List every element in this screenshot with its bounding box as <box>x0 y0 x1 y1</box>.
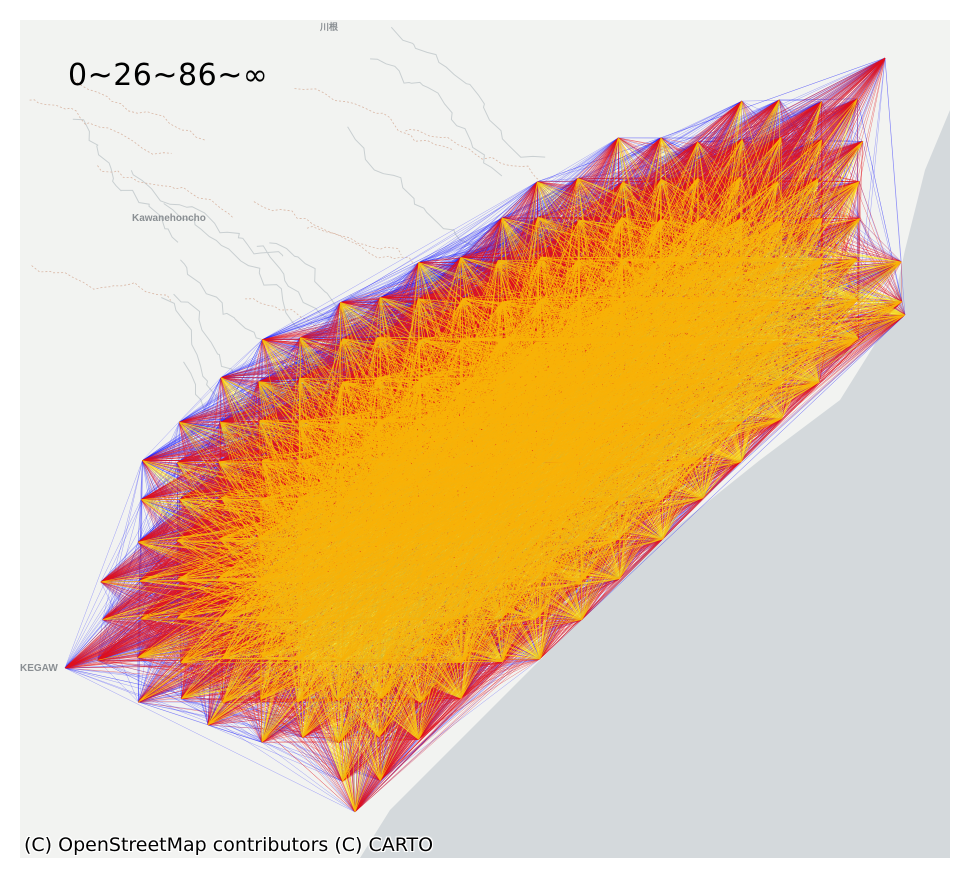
flow-lines-2 <box>97 98 906 813</box>
road-line <box>245 298 371 353</box>
river-line <box>390 26 546 158</box>
place-label-kegawa: KEGAW <box>20 663 58 674</box>
place-label-kawanehoncho: Kawanehoncho <box>132 213 206 224</box>
place-label-top: 川根 <box>320 22 339 32</box>
map-canvas[interactable] <box>20 20 950 858</box>
road-line <box>29 99 172 155</box>
map-frame[interactable]: Kawanehoncho KEGAW 川根 0~26~86~∞ (C) Open… <box>20 20 950 858</box>
map-attribution[interactable]: (C) OpenStreetMap contributors (C) CARTO <box>24 834 434 856</box>
road-line <box>405 128 555 187</box>
river-line <box>370 58 503 177</box>
river-line <box>72 118 179 243</box>
road-line <box>253 201 402 256</box>
road-line <box>97 165 234 219</box>
river-line <box>130 170 284 257</box>
river-line <box>163 203 314 343</box>
legend-title: 0~26~86~∞ <box>68 58 269 93</box>
od-flow-lines <box>64 57 906 813</box>
flow-class-2 <box>97 98 906 813</box>
road-line <box>31 265 172 301</box>
road-line <box>69 72 206 141</box>
sea-area <box>360 110 950 858</box>
